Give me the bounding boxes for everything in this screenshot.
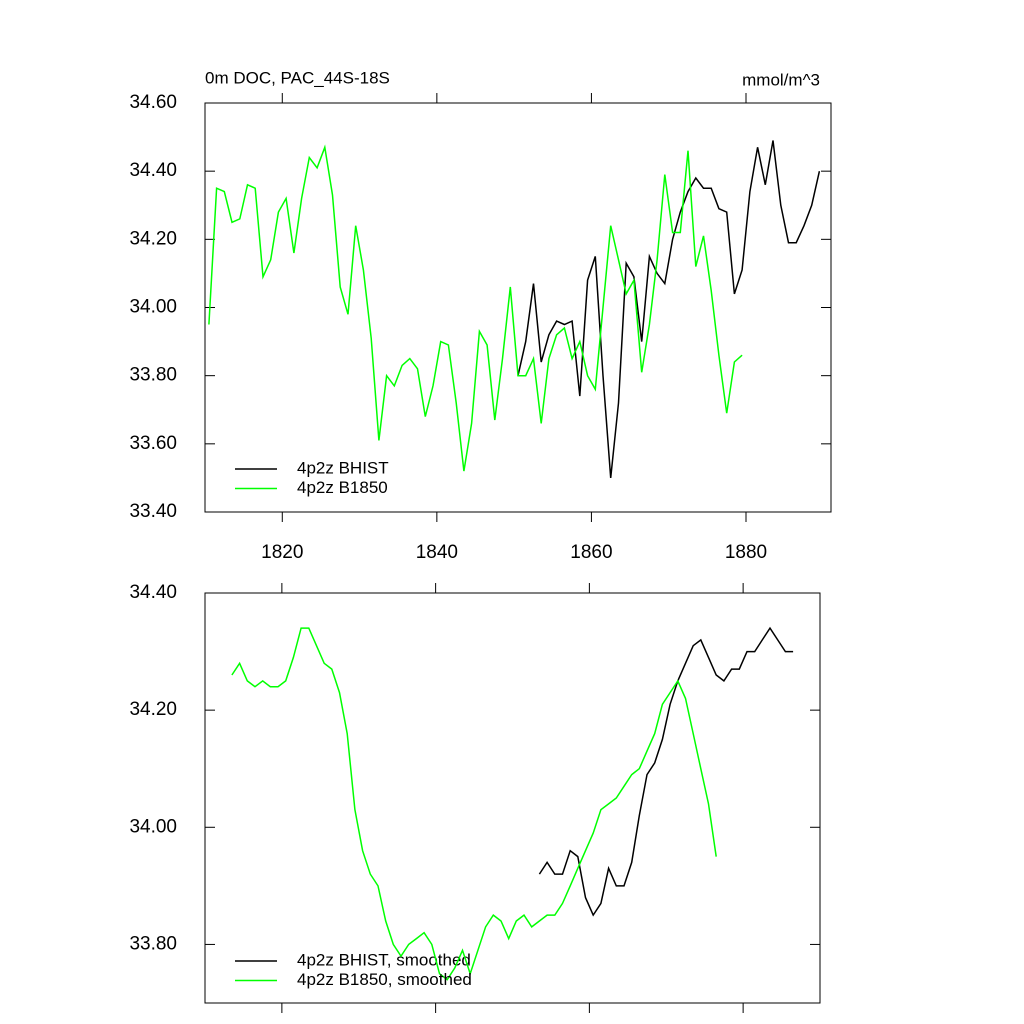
y-tick-label: 33.40 <box>129 501 177 522</box>
y-tick-label: 33.80 <box>129 933 177 954</box>
legend-label: 4p2z BHIST <box>297 458 389 477</box>
plot-frame <box>204 592 821 1004</box>
x-tick-label: 1840 <box>416 542 458 563</box>
y-tick-label: 34.00 <box>129 297 177 318</box>
series-line <box>231 627 717 981</box>
legend-label: 4p2z B1850 <box>297 478 388 497</box>
x-tick-label: 1880 <box>725 542 767 563</box>
legend-label: 4p2z B1850, smoothed <box>297 970 472 989</box>
y-tick-label: 34.20 <box>129 699 177 720</box>
units-label: mmol/m^3 <box>742 70 820 89</box>
plot-frame <box>204 102 832 513</box>
y-tick-label: 34.20 <box>129 228 177 249</box>
y-tick-label: 34.40 <box>129 160 177 181</box>
chart-title: 0m DOC, PAC_44S-18S <box>205 68 390 87</box>
y-tick-label: 33.60 <box>129 433 177 454</box>
x-tick-label: 1860 <box>570 542 612 563</box>
legend-label: 4p2z BHIST, smoothed <box>297 950 471 969</box>
series-line <box>517 140 821 478</box>
y-tick-label: 34.40 <box>129 582 177 603</box>
series-line <box>538 626 794 917</box>
x-tick-label: 1820 <box>261 542 303 563</box>
y-tick-label: 33.80 <box>129 365 177 386</box>
series-line <box>208 144 743 472</box>
y-tick-label: 34.60 <box>129 92 177 113</box>
y-tick-label: 34.00 <box>129 816 177 837</box>
